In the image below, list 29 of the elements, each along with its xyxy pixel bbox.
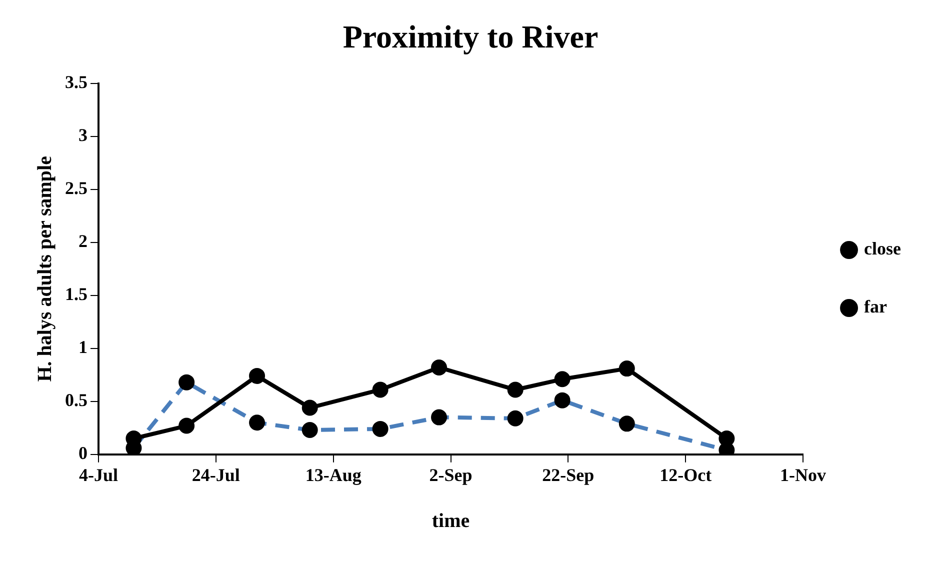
- point: [718, 430, 735, 446]
- y-tick-label: 2.5: [65, 178, 88, 198]
- x-tick-label: 4-Jul: [78, 464, 118, 485]
- y-axis-title: H. halys adults per sample: [34, 156, 56, 382]
- legend-label: far: [864, 296, 888, 317]
- x-tick-label: 1-Nov: [780, 464, 826, 485]
- y-tick-label: 0: [78, 443, 88, 464]
- y-tick-label: 2: [78, 231, 88, 252]
- point: [554, 371, 570, 388]
- x-tick-label: 22-Sep: [542, 464, 594, 485]
- point: [431, 359, 448, 376]
- x-axis-title: time: [432, 510, 470, 532]
- y-tick-label: 1.5: [65, 284, 88, 304]
- chart-title: Proximity to River: [342, 18, 598, 54]
- y-tick-label: 1: [78, 337, 88, 358]
- x-tick-label: 12-Oct: [660, 464, 712, 485]
- y-tick-label: 0.5: [65, 390, 88, 410]
- point: [507, 382, 524, 398]
- y-tick-label: 3.5: [65, 72, 88, 92]
- point: [618, 360, 635, 377]
- point: [249, 368, 266, 384]
- point: [302, 400, 318, 416]
- point: [372, 382, 388, 398]
- x-tick-label: 13-Aug: [305, 464, 362, 485]
- x-tick-label: 2-Sep: [429, 464, 472, 485]
- legend-label: close: [864, 238, 902, 259]
- x-tick-label: 24-Jul: [192, 464, 240, 485]
- y-tick-label: 3: [78, 125, 88, 146]
- point: [178, 418, 195, 434]
